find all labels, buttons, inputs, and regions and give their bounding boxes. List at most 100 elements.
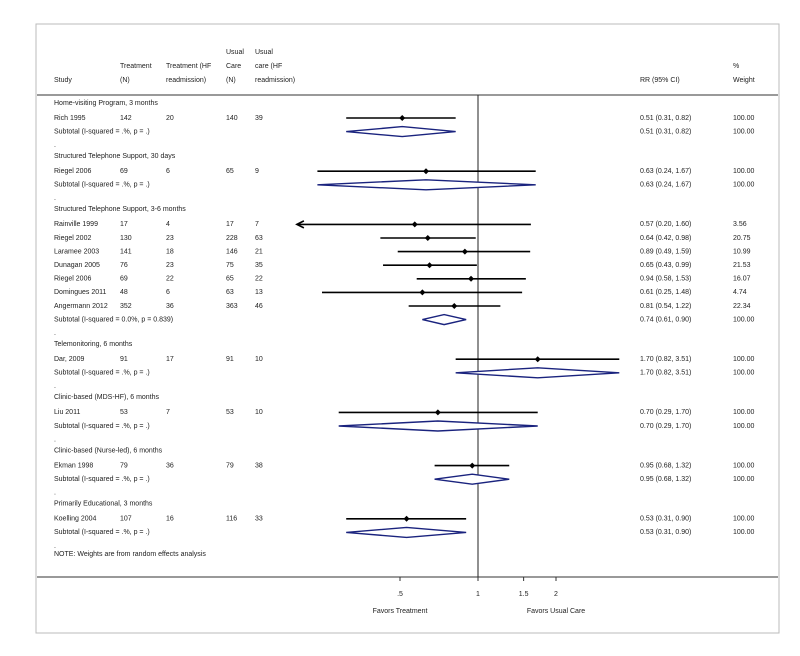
cell-rr: 0.51 (0.31, 0.82)	[640, 128, 691, 135]
note: NOTE: Weights are from random effects an…	[54, 551, 206, 558]
column-header: (N)	[120, 77, 130, 84]
cell-usual-n: 116	[226, 516, 237, 523]
cell-usual-n: 363	[226, 303, 238, 310]
subtotal-diamond	[346, 125, 456, 138]
cell-treatment-events: 4	[166, 221, 170, 228]
cell-treatment-events: 16	[166, 516, 174, 523]
cell-treatment-n: 69	[120, 276, 128, 283]
separator: .	[54, 383, 56, 390]
cell-weight: 20.75	[733, 235, 751, 242]
cell-usual-events: 22	[255, 276, 263, 283]
point-estimate	[411, 221, 418, 228]
cell-study: Dunagan 2005	[54, 262, 100, 269]
subtotal-label: Subtotal (I-squared = .%, p = .)	[54, 423, 150, 430]
cell-treatment-events: 23	[166, 235, 174, 242]
separator: .	[54, 142, 56, 149]
cell-treatment-n: 17	[120, 221, 128, 228]
column-header: care (HF	[255, 63, 282, 70]
cell-rr: 0.81 (0.54, 1.22)	[640, 303, 691, 310]
cell-study: Riegel 2006	[54, 168, 91, 175]
cell-weight: 4.74	[733, 289, 747, 296]
subtotal-diamond	[346, 526, 467, 539]
cell-treatment-n: 69	[120, 168, 128, 175]
cell-rr: 0.53 (0.31, 0.90)	[640, 516, 691, 523]
cell-usual-n: 140	[226, 115, 238, 122]
cell-rr: 0.89 (0.49, 1.59)	[640, 248, 691, 255]
column-header: Treatment (HF	[166, 63, 211, 70]
cell-weight: 100.00	[733, 182, 755, 189]
separator: .	[54, 436, 56, 443]
cell-study: Domingues 2011	[54, 289, 107, 296]
cell-weight: 21.53	[733, 262, 751, 269]
cell-study: Dar, 2009	[54, 356, 84, 363]
subtotal-diamond	[317, 179, 536, 191]
separator: .	[54, 543, 56, 550]
subtotal-label: Subtotal (I-squared = .%, p = .)	[54, 128, 150, 135]
point-estimate	[534, 356, 541, 363]
cell-usual-n: 63	[226, 289, 234, 296]
separator: .	[54, 330, 56, 337]
group-title: Structured Telephone Support, 3-6 months	[54, 206, 186, 213]
cell-weight: 100.00	[733, 115, 755, 122]
cell-rr: 0.57 (0.20, 1.60)	[640, 221, 691, 228]
cell-treatment-n: 53	[120, 409, 128, 416]
cell-usual-events: 21	[255, 248, 263, 255]
cell-rr: 0.63 (0.24, 1.67)	[640, 182, 691, 189]
cell-weight: 100.00	[733, 516, 755, 523]
cell-treatment-n: 107	[120, 516, 132, 523]
separator: .	[54, 490, 56, 497]
cell-treatment-n: 142	[120, 115, 132, 122]
group-title: Primarily Educational, 3 months	[54, 501, 153, 508]
cell-weight: 100.00	[733, 370, 755, 377]
cell-usual-n: 75	[226, 262, 234, 269]
cell-weight: 100.00	[733, 356, 755, 363]
cell-rr: 0.95 (0.68, 1.32)	[640, 476, 691, 483]
cell-rr: 1.70 (0.82, 3.51)	[640, 356, 691, 363]
cell-usual-n: 228	[226, 235, 238, 242]
point-estimate	[419, 289, 426, 296]
point-estimate	[426, 262, 433, 269]
cell-rr: 1.70 (0.82, 3.51)	[640, 370, 691, 377]
cell-treatment-n: 48	[120, 289, 128, 296]
cell-treatment-n: 91	[120, 356, 128, 363]
cell-rr: 0.61 (0.25, 1.48)	[640, 289, 691, 296]
cell-treatment-events: 6	[166, 168, 170, 175]
cell-rr: 0.63 (0.24, 1.67)	[640, 168, 691, 175]
column-header: Study	[54, 77, 72, 84]
cell-weight: 100.00	[733, 476, 755, 483]
cell-weight: 16.07	[733, 276, 751, 283]
subtotal-label: Subtotal (I-squared = .%, p = .)	[54, 476, 150, 483]
cell-usual-events: 39	[255, 115, 263, 122]
point-estimate	[403, 515, 410, 522]
cell-rr: 0.53 (0.31, 0.90)	[640, 529, 691, 536]
column-header: Treatment	[120, 63, 152, 70]
point-estimate	[424, 235, 431, 241]
point-estimate	[399, 115, 406, 121]
cell-treatment-n: 76	[120, 262, 128, 269]
cell-weight: 100.00	[733, 128, 755, 135]
cell-usual-n: 79	[226, 462, 234, 469]
subtotal-diamond	[455, 367, 620, 379]
x-label-right: Favors Usual Care	[527, 608, 585, 615]
cell-treatment-n: 141	[120, 248, 132, 255]
column-header: (N)	[226, 77, 236, 84]
point-estimate	[451, 303, 458, 309]
point-estimate	[423, 168, 430, 175]
cell-treatment-n: 79	[120, 462, 128, 469]
cell-treatment-events: 6	[166, 289, 170, 296]
cell-study: Riegel 2006	[54, 276, 91, 283]
cell-treatment-events: 36	[166, 303, 174, 310]
x-tick-label: 2	[554, 591, 558, 598]
x-tick-label: 1.5	[519, 591, 529, 598]
subtotal-label: Subtotal (I-squared = .%, p = .)	[54, 370, 150, 377]
cell-study: Laramee 2003	[54, 248, 99, 255]
point-estimate	[461, 248, 468, 255]
column-header: Weight	[733, 77, 755, 84]
cell-study: Liu 2011	[54, 409, 80, 416]
x-tick-label: .5	[397, 591, 403, 598]
cell-usual-n: 17	[226, 221, 234, 228]
cell-rr: 0.74 (0.61, 0.90)	[640, 316, 691, 323]
cell-usual-n: 146	[226, 248, 238, 255]
cell-usual-events: 10	[255, 409, 263, 416]
cell-treatment-events: 7	[166, 409, 170, 416]
